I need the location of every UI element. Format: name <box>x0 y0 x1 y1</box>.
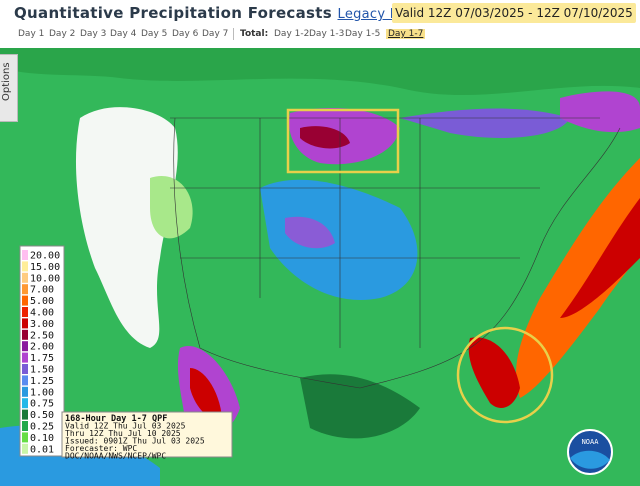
legend-label: 4.00 <box>30 308 54 319</box>
legend-swatch <box>22 261 28 272</box>
legend-label: 0.01 <box>30 444 54 455</box>
legend-swatch <box>22 398 28 409</box>
legend-label: 3.00 <box>30 319 54 330</box>
legend-swatch <box>22 386 28 397</box>
precip-kansas <box>285 216 335 249</box>
legend-label: 0.75 <box>30 399 54 410</box>
total-tab[interactable]: Day 1-5 <box>345 29 381 39</box>
precip-florida <box>468 337 520 408</box>
info-line: DOC/NOAA/NWS/NCEP/WPC <box>65 452 166 461</box>
light-area <box>150 176 193 239</box>
info-panel <box>61 411 233 458</box>
legend-label: 1.25 <box>30 376 54 387</box>
legend-swatch <box>22 421 28 431</box>
total-label: Total: <box>240 29 269 39</box>
legend-label: 10.00 <box>30 273 60 284</box>
info-heading: 168-Hour Day 1-7 QPF <box>65 414 167 424</box>
highlight-circle <box>456 326 554 424</box>
legend-swatch <box>22 329 28 340</box>
precip-north <box>0 48 640 96</box>
legend-label: 15.00 <box>30 262 60 273</box>
precip-mexico-core <box>190 368 222 419</box>
legend-label: 7.00 <box>30 285 54 296</box>
info-line: Valid 12Z Thu Jul 03 2025 <box>65 422 186 431</box>
precip-northeast <box>560 91 640 133</box>
legend-swatch <box>22 364 28 374</box>
precip-great-lakes <box>400 108 570 138</box>
precip-central <box>260 179 418 300</box>
page-title: Quantitative Precipitation Forecasts Leg… <box>14 4 427 22</box>
tab-separator <box>233 28 234 40</box>
day-tab[interactable]: Day 7 <box>202 29 229 39</box>
options-text: Options <box>1 62 12 101</box>
legend-label: 2.50 <box>30 330 54 341</box>
legend-swatch <box>22 284 28 295</box>
day-tab[interactable]: Day 5 <box>141 29 168 39</box>
day-tab[interactable]: Day 4 <box>110 29 137 39</box>
legend-swatch <box>22 307 28 317</box>
legend-label: 0.25 <box>30 422 54 433</box>
precip-dakotas-core <box>300 126 350 149</box>
highlight-box <box>286 108 400 174</box>
logo-text: NOAA <box>582 438 600 446</box>
legend-label: 1.50 <box>30 365 54 376</box>
precip-gulf <box>300 374 420 439</box>
total-tab[interactable]: Day 1-2 <box>274 29 310 39</box>
legend-label: 1.75 <box>30 353 54 364</box>
total-tab[interactable]: Day 1-7 <box>386 29 426 39</box>
legend-swatch <box>22 375 28 386</box>
total-tab[interactable]: Day 1-3 <box>309 29 345 39</box>
day-tab[interactable]: Day 2 <box>49 29 76 39</box>
legend-label: 20.00 <box>30 251 60 262</box>
legend-label: 1.00 <box>30 387 54 398</box>
legend-swatch <box>22 352 28 363</box>
day-tab[interactable]: Day 3 <box>80 29 107 39</box>
day-tab[interactable]: Day 6 <box>172 29 199 39</box>
options-tab[interactable]: Options <box>0 54 18 122</box>
legend-swatch <box>22 250 28 260</box>
precip-atlantic-core <box>560 198 640 318</box>
title-text: Quantitative Precipitation Forecasts <box>14 4 332 22</box>
day-tab[interactable]: Day 1 <box>18 29 45 39</box>
legend-swatch <box>22 318 28 329</box>
legend-swatch <box>22 272 28 283</box>
legend-label: 5.00 <box>30 296 54 307</box>
borders <box>170 117 621 389</box>
noaa-logo: NOAA <box>567 429 613 475</box>
legend-label: 0.10 <box>30 433 54 444</box>
legend-swatch <box>22 443 28 454</box>
map: 20.0015.0010.007.005.004.003.002.502.001… <box>0 48 640 486</box>
dry-west <box>75 107 178 348</box>
info-line: Thru 12Z Thu Jul 10 2025 <box>65 429 181 438</box>
legend-swatch <box>22 409 28 420</box>
info-line: Issued: 0901Z Thu Jul 03 2025 <box>65 437 205 446</box>
tab-bar: Day 1 Day 2 Day 3 Day 4 Day 5 Day 6 Day 7 Total… <box>0 26 640 44</box>
precip-atlantic <box>516 158 640 398</box>
legend-swatch <box>22 341 28 352</box>
logo-wave <box>570 450 610 469</box>
legend-swatch <box>22 432 28 443</box>
legend-swatch <box>22 295 28 306</box>
valid-range: Valid 12Z 07/03/2025 - 12Z 07/10/2025 <box>392 3 636 23</box>
legend-label: 0.50 <box>30 410 54 421</box>
info-line: Forecaster: WPC <box>65 444 137 453</box>
legend: 20.0015.0010.007.005.004.003.002.502.001… <box>19 245 65 457</box>
legend-label: 2.00 <box>30 342 54 353</box>
